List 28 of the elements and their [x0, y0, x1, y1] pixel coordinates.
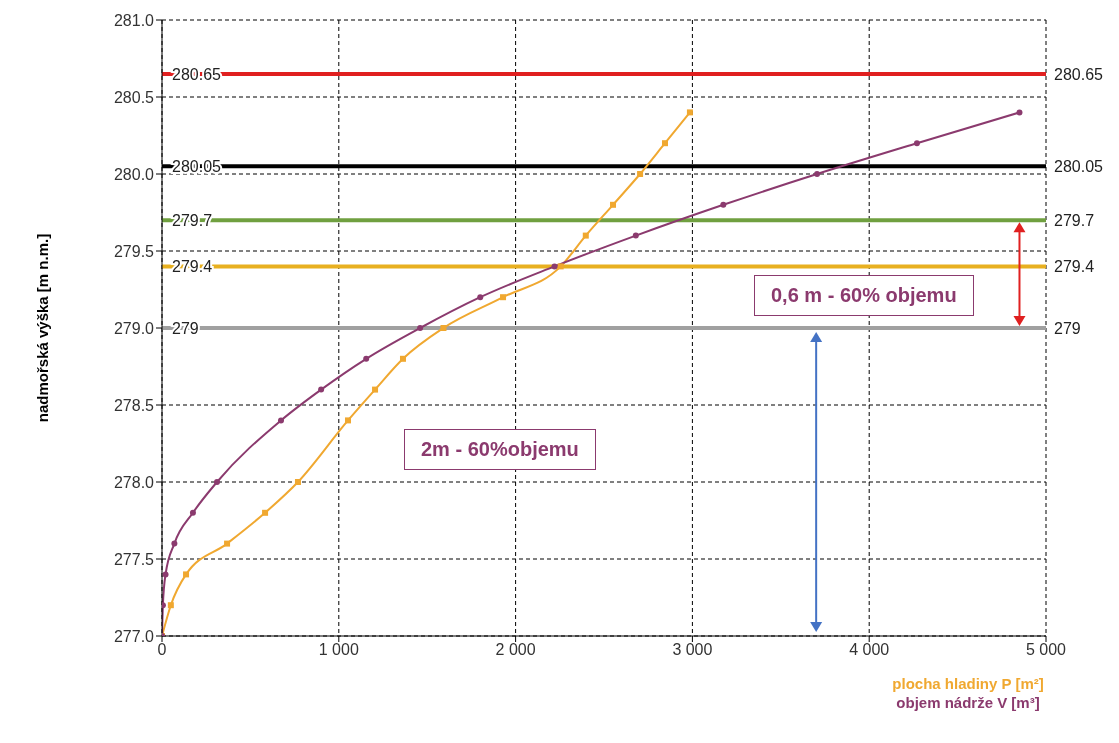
- y-tick-label: 278.0: [113, 473, 155, 491]
- x-tick-label: 3 000: [672, 641, 713, 659]
- annotation: 0,6 m - 60% objemu: [754, 275, 974, 317]
- y-tick-label: 279.5: [113, 242, 155, 260]
- text: objem nádrže V [m³]: [895, 693, 1041, 712]
- y-tick-label: 278.5: [113, 396, 155, 414]
- annotation: 2m - 60%objemu: [404, 429, 596, 471]
- y-tick-label: 280.0: [113, 165, 155, 183]
- x-tick-label: 4 000: [849, 641, 890, 659]
- x-tick-label: 5 000: [1025, 641, 1067, 659]
- text: plocha hladiny P [m²]: [891, 674, 1045, 693]
- ref-line-label: 280.65: [172, 65, 222, 83]
- y-tick-label: 277.5: [113, 550, 155, 568]
- y-tick-label: 280.5: [113, 88, 155, 106]
- y-axis-title: nadmořská výška [m n.m.]: [34, 233, 51, 423]
- text: 280.05: [1054, 158, 1103, 176]
- ref-line-label: 279.4: [172, 258, 213, 276]
- x-tick-label: 2 000: [495, 641, 536, 659]
- y-tick-label: 281.0: [113, 11, 155, 29]
- text: 279: [1054, 320, 1081, 337]
- y-tick-label: 277.0: [113, 627, 155, 645]
- x-tick-label: 1 000: [318, 641, 359, 659]
- x-tick-label: 0: [157, 641, 167, 659]
- ref-line-label: 279: [172, 320, 199, 337]
- text: 279.4: [1054, 258, 1095, 276]
- text: 279.7: [1054, 212, 1095, 230]
- text: 280.65: [1054, 65, 1103, 83]
- y-tick-label: 279.0: [113, 319, 155, 337]
